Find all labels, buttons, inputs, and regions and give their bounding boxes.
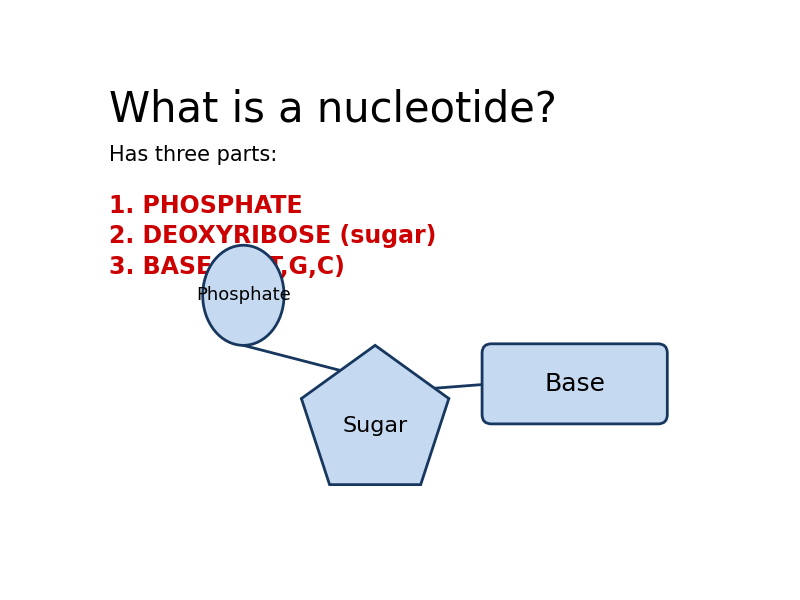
Text: Sugar: Sugar (342, 416, 408, 436)
Text: 3. BASE  (A,T,G,C): 3. BASE (A,T,G,C) (110, 255, 345, 279)
Ellipse shape (202, 245, 284, 346)
Polygon shape (302, 346, 449, 485)
FancyBboxPatch shape (482, 344, 667, 424)
Text: Base: Base (544, 372, 605, 396)
Text: 1. PHOSPHATE: 1. PHOSPHATE (110, 194, 303, 218)
Text: Has three parts:: Has three parts: (110, 145, 278, 165)
Text: What is a nucleotide?: What is a nucleotide? (110, 89, 557, 131)
Text: 2. DEOXYRIBOSE (sugar): 2. DEOXYRIBOSE (sugar) (110, 224, 437, 248)
Text: Phosphate: Phosphate (196, 286, 290, 304)
